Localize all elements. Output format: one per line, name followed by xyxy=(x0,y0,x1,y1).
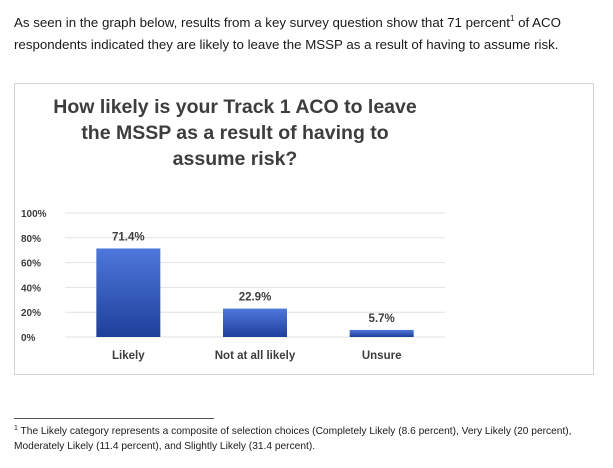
y-tick-label: 100% xyxy=(21,209,47,220)
bar-chart: 0% 20% 40% 60% 80% 100% 71.4% Likely 22.9% Not at… xyxy=(21,209,445,362)
intro-text-continued: of ACO respondents indicated they are li… xyxy=(14,15,561,52)
y-tick-label: 40% xyxy=(21,283,41,294)
y-tick-label: 20% xyxy=(21,308,41,319)
y-tick-label: 60% xyxy=(21,259,41,270)
bar xyxy=(349,329,414,337)
chart-title-line: assume risk? xyxy=(172,148,298,170)
intro-paragraph: As seen in the graph below, results from… xyxy=(14,12,604,56)
x-tick-label: Not at all likely xyxy=(215,350,296,362)
x-tick-label: Likely xyxy=(112,350,145,362)
y-tick-label: 80% xyxy=(21,234,41,245)
bar xyxy=(223,308,287,337)
chart-title-line: How likely is your Track 1 ACO to leave xyxy=(53,96,417,118)
chart-title: How likely is your Track 1 ACO to leave … xyxy=(15,94,455,172)
data-label: 71.4% xyxy=(112,231,145,243)
x-tick-label: Unsure xyxy=(362,350,402,362)
bar xyxy=(96,248,161,337)
footnote-marker: 1 xyxy=(509,14,515,23)
footnote: 1 The Likely category represents a compo… xyxy=(14,424,612,454)
chart-title-line: the MSSP as a result of having to xyxy=(81,122,389,144)
footnote-text: The Likely category represents a composi… xyxy=(14,426,572,452)
data-label: 22.9% xyxy=(239,292,272,304)
data-label: 5.7% xyxy=(369,313,395,325)
footnote-number: 1 xyxy=(14,425,18,432)
footnote-divider xyxy=(14,418,214,419)
chart-container: How likely is your Track 1 ACO to leave … xyxy=(14,83,594,375)
y-tick-label: 0% xyxy=(21,333,36,344)
intro-text: As seen in the graph below, results from… xyxy=(14,15,510,30)
